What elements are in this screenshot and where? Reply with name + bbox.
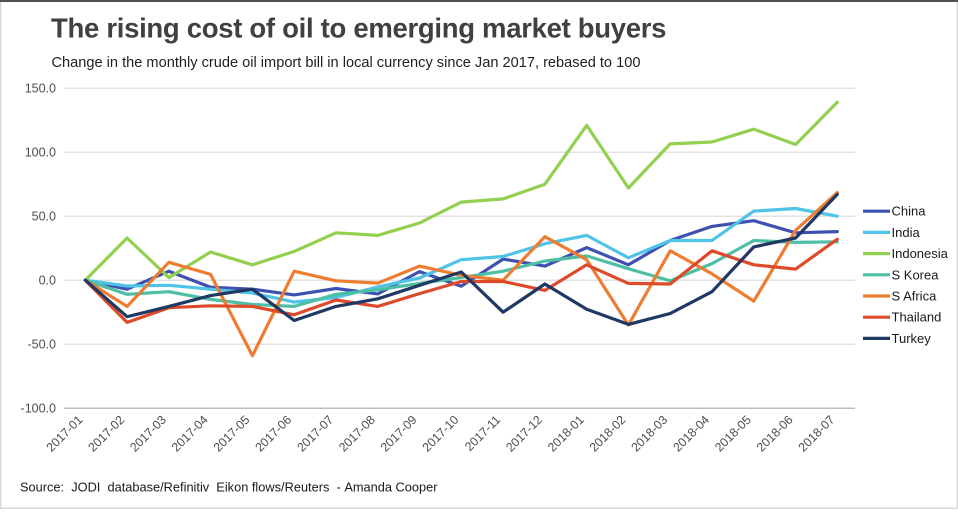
svg-text:-100.0: -100.0 <box>21 402 56 416</box>
svg-text:India: India <box>892 225 921 240</box>
svg-text:Turkey: Turkey <box>892 331 932 346</box>
svg-text:Source: JODI database/Refini: Source: JODI database/Refinitiv Eikon fl… <box>20 480 438 495</box>
svg-text:Change in the monthly crude oi: Change in the monthly crude oil import b… <box>52 55 641 71</box>
svg-text:50.0: 50.0 <box>32 210 56 224</box>
svg-text:S Korea: S Korea <box>892 267 940 282</box>
svg-text:0.0: 0.0 <box>39 274 56 288</box>
svg-text:The rising cost of oil to emer: The rising cost of oil to emerging marke… <box>51 13 666 44</box>
svg-text:100.0: 100.0 <box>25 146 56 160</box>
svg-text:S Africa: S Africa <box>892 289 938 304</box>
svg-text:Indonesia: Indonesia <box>892 246 949 261</box>
svg-text:Thailand: Thailand <box>892 310 942 325</box>
svg-text:-50.0: -50.0 <box>28 338 57 352</box>
svg-text:150.0: 150.0 <box>25 82 56 96</box>
svg-text:China: China <box>892 204 927 219</box>
